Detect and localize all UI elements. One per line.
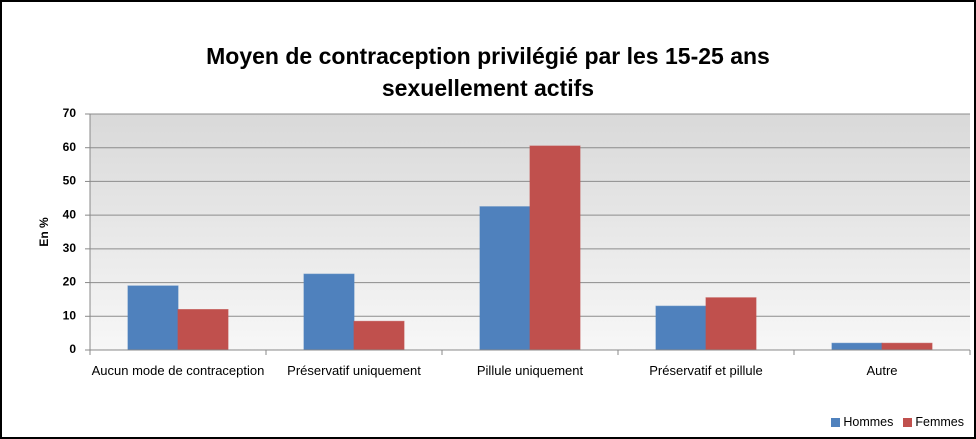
y-tick-label: 50 <box>63 174 77 188</box>
bar <box>177 309 229 351</box>
y-tick-label: 60 <box>63 140 77 154</box>
y-tick-label: 0 <box>69 342 76 356</box>
bar <box>127 285 179 351</box>
legend-item: Femmes <box>903 415 964 429</box>
bar <box>881 342 933 351</box>
legend: Hommes Femmes <box>831 415 964 429</box>
legend-label: Femmes <box>915 415 964 429</box>
bar <box>655 305 707 351</box>
x-tick-label: Préservatif uniquement <box>287 363 421 378</box>
legend-swatch <box>831 417 841 427</box>
x-tick-label: Pillule uniquement <box>476 363 584 378</box>
legend-swatch <box>903 417 913 427</box>
x-tick-label: Préservatif et pillule <box>649 363 763 378</box>
bar <box>303 273 355 351</box>
y-tick-label: 20 <box>63 275 77 289</box>
y-tick-label: 70 <box>63 106 77 120</box>
legend-label: Hommes <box>843 415 894 429</box>
bar <box>479 206 531 351</box>
bar <box>705 297 757 351</box>
bar <box>353 320 405 351</box>
bar <box>529 145 581 351</box>
bar <box>831 342 883 351</box>
x-tick-label: Autre <box>866 363 898 378</box>
y-tick-label: 10 <box>63 308 77 322</box>
y-tick-label: 40 <box>63 207 77 221</box>
x-tick-label: Aucun mode de contraception <box>91 363 265 378</box>
y-tick-label: 30 <box>63 241 77 255</box>
chart-title: Moyen de contraception privilégié par le… <box>206 43 770 101</box>
legend-item: Hommes <box>831 415 893 429</box>
y-axis-label: En % <box>37 217 51 247</box>
